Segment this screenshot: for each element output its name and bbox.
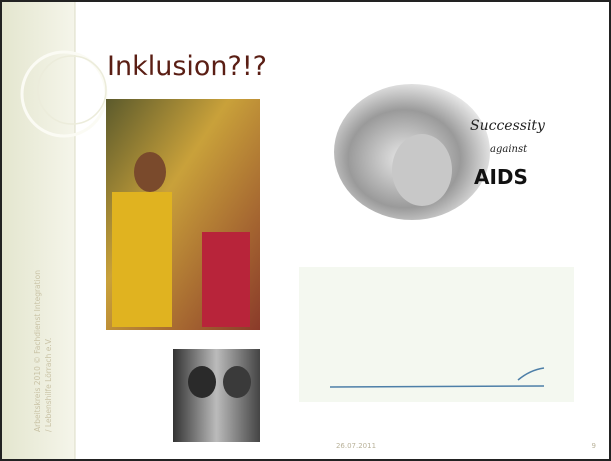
photo-line-drawing — [299, 267, 574, 402]
image-text: AIDS — [474, 165, 528, 189]
photo-child-hat: Successity against AIDS — [334, 79, 553, 224]
photo-mother-child — [106, 99, 260, 330]
slide-canvas: Inklusion?!? Arbeitskreis 2010 © Fachdie… — [2, 2, 609, 459]
side-text: / Lebenshilfe Lörrach e.V. — [44, 338, 53, 432]
slide-title: Inklusion?!? — [107, 51, 267, 82]
slide-date: 26.07.2011 — [336, 442, 376, 450]
image-text: Successity — [470, 118, 546, 134]
slide: Inklusion?!? Arbeitskreis 2010 © Fachdie… — [0, 0, 611, 461]
photo-children — [173, 349, 260, 442]
page-number: 9 — [592, 442, 596, 450]
side-text: Arbeitskreis 2010 © Fachdienst Integrati… — [33, 270, 42, 432]
image-text: against — [490, 144, 528, 155]
